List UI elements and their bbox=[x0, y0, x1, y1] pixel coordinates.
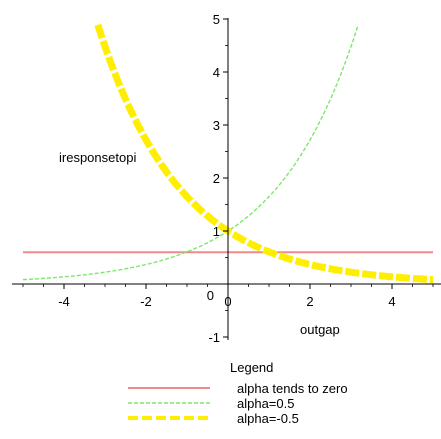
y-tick-label: -1 bbox=[208, 330, 220, 345]
legend: Legend alpha tends to zeroalpha=0.5alpha… bbox=[128, 360, 348, 426]
y-tick-label: 5 bbox=[213, 12, 220, 27]
x-tick-label: 0 bbox=[224, 294, 231, 309]
origin-label: 0 bbox=[207, 288, 214, 303]
legend-label: alpha tends to zero bbox=[237, 381, 348, 396]
x-axis-label: outgap bbox=[300, 322, 340, 337]
y-tick-label: 2 bbox=[213, 171, 220, 186]
y-tick-label: 3 bbox=[213, 118, 220, 133]
x-tick-label: -2 bbox=[140, 294, 152, 309]
legend-label: alpha=-0.5 bbox=[237, 411, 299, 426]
x-tick-label: 4 bbox=[388, 294, 395, 309]
y-tick-label: 4 bbox=[213, 65, 220, 80]
axis-ticks: -4 -2 0 2 4 -1 1 2 3 4 5 0 bbox=[22, 12, 434, 345]
legend-title: Legend bbox=[230, 360, 273, 375]
x-tick-label: -4 bbox=[58, 294, 70, 309]
x-tick-label: 2 bbox=[306, 294, 313, 309]
series-line-2 bbox=[23, 24, 359, 281]
y-tick-label: 1 bbox=[213, 224, 220, 239]
axes bbox=[12, 18, 441, 340]
series-line-3 bbox=[94, 23, 436, 284]
y-axis-label: iresponsetopi bbox=[59, 150, 136, 165]
legend-label: alpha=0.5 bbox=[237, 396, 294, 411]
